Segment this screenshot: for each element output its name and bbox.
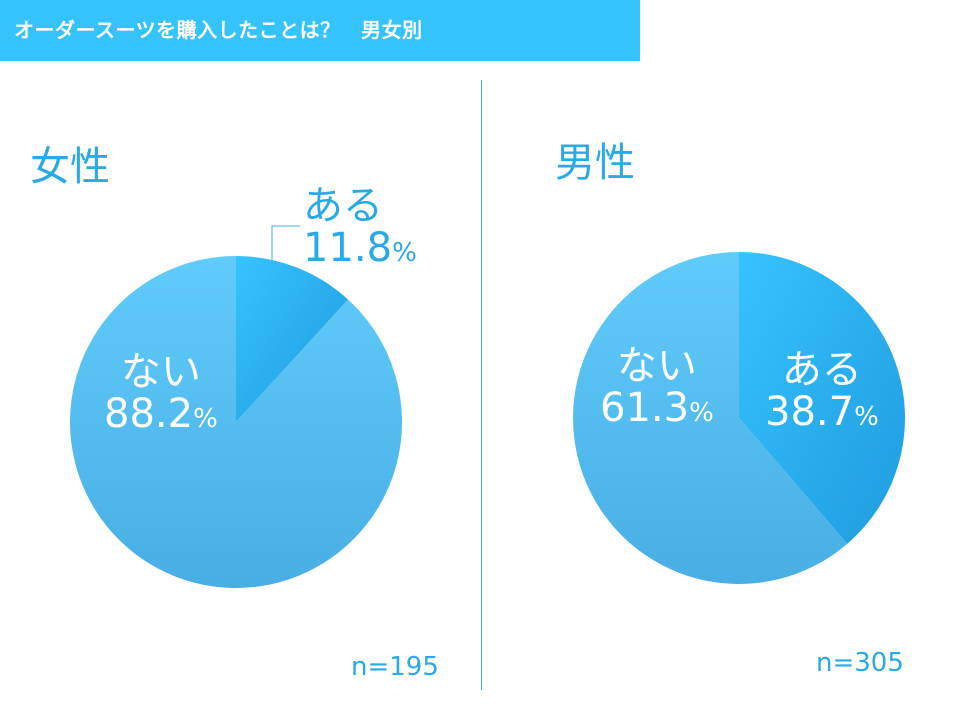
chart-title-male: 男性 xyxy=(555,140,635,186)
pie-slice-male-nai xyxy=(572,252,848,584)
slice-value: 11.8% xyxy=(303,225,417,271)
slice-label-male-aru: ある 38.7% xyxy=(765,350,879,432)
leader-line-female-aru xyxy=(271,225,300,262)
slice-name: ない xyxy=(616,343,697,389)
sample-size-female: n=195 xyxy=(351,652,439,682)
pie-slice-female-nai xyxy=(70,256,403,588)
slice-value: 61.3% xyxy=(600,385,714,431)
panel-divider xyxy=(481,80,482,690)
slice-name: ない xyxy=(120,349,201,395)
slice-label-female-aru: ある 11.8% xyxy=(303,186,417,268)
slice-label-female-nai: ない 88.2% xyxy=(104,352,218,434)
page-title: オーダースーツを購入したことは？ 男女別 xyxy=(14,18,423,42)
slice-value: 88.2% xyxy=(104,391,218,437)
pie-slice-male-aru xyxy=(739,252,905,544)
slice-label-male-nai: ない 61.3% xyxy=(600,346,714,428)
slice-name: ある xyxy=(303,183,383,229)
slice-name: ある xyxy=(781,347,862,393)
chart-title-female: 女性 xyxy=(30,144,110,190)
slice-value: 38.7% xyxy=(765,389,879,435)
sample-size-male: n=305 xyxy=(816,648,904,678)
pie-slice-female-aru xyxy=(236,256,349,422)
header-bar: オーダースーツを購入したことは？ 男女別 xyxy=(0,0,640,61)
